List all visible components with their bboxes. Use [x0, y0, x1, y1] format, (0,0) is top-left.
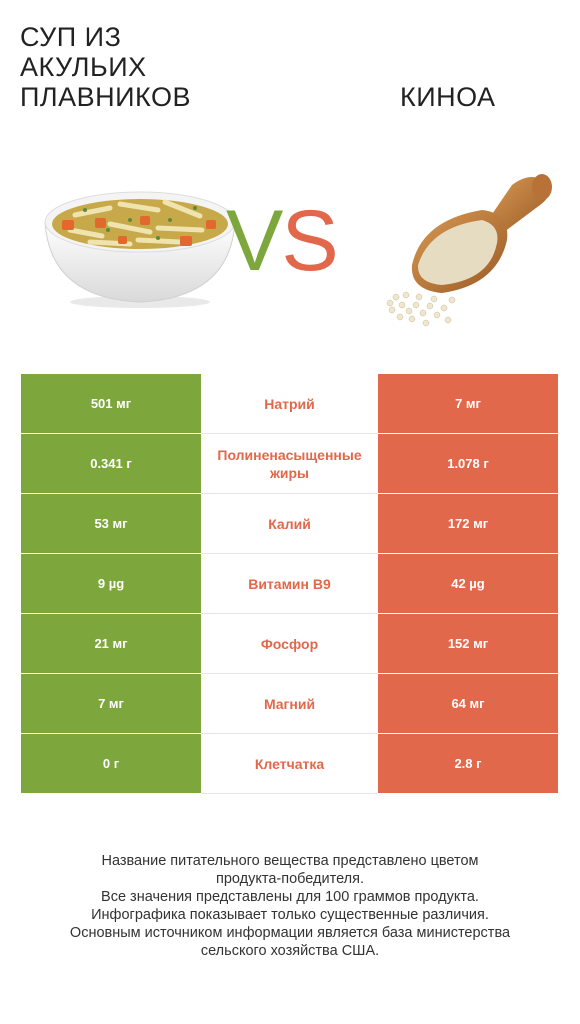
nutrient-name: Фосфор — [201, 614, 378, 674]
table-row: 21 мг Фосфор 152 мг — [21, 614, 558, 674]
footer-line: Основным источником информации является … — [69, 925, 511, 941]
footer-line: сельского хозяйства США. — [200, 943, 380, 959]
footer-line: Все значения представлены для 100 граммо… — [101, 889, 479, 905]
nutrient-name: Клетчатка — [201, 734, 378, 794]
left-value: 9 µg — [21, 554, 201, 614]
table-row: 53 мг Калий 172 мг — [21, 494, 558, 554]
left-value: 0.341 г — [21, 434, 201, 494]
left-product-title: СУП ИЗ АКУЛЬИХ ПЛАВНИКОВ — [20, 22, 191, 112]
vs-v-letter: V — [226, 193, 283, 289]
quinoa-scoop-image — [386, 174, 552, 327]
right-value: 42 µg — [378, 554, 558, 614]
table-row: 0 г Клетчатка 2.8 г — [21, 734, 558, 794]
nutrient-name: Витамин B9 — [201, 554, 378, 614]
right-value: 1.078 г — [378, 434, 558, 494]
nutrient-name: Натрий — [201, 374, 378, 434]
soup-bowl-image — [44, 191, 236, 308]
footer-notes: Название питательного вещества представл… — [20, 852, 560, 960]
footer-line: Инфографика показывает только существенн… — [91, 907, 489, 923]
footer-line: Название питательного вещества представл… — [101, 853, 479, 869]
left-value: 7 мг — [21, 674, 201, 734]
left-value: 501 мг — [21, 374, 201, 434]
left-value: 53 мг — [21, 494, 201, 554]
vs-label: VS — [226, 193, 339, 289]
left-value: 21 мг — [21, 614, 201, 674]
right-value: 7 мг — [378, 374, 558, 434]
nutrient-name: Калий — [201, 494, 378, 554]
nutrient-name: Магний — [201, 674, 378, 734]
right-value: 152 мг — [378, 614, 558, 674]
table-row: 7 мг Магний 64 мг — [21, 674, 558, 734]
right-value: 64 мг — [378, 674, 558, 734]
footer-line: продукта-победителя. — [215, 871, 365, 887]
right-value: 172 мг — [378, 494, 558, 554]
comparison-table: 501 мг Натрий 7 мг 0.341 г Полиненасыщен… — [21, 374, 558, 794]
vs-s-letter: S — [281, 193, 338, 289]
right-value: 2.8 г — [378, 734, 558, 794]
table-row: 501 мг Натрий 7 мг — [21, 374, 558, 434]
left-value: 0 г — [21, 734, 201, 794]
table-row: 0.341 г Полиненасыщенные жиры 1.078 г — [21, 434, 558, 494]
right-product-title: КИНОА — [400, 82, 496, 112]
table-row: 9 µg Витамин B9 42 µg — [21, 554, 558, 614]
nutrient-name: Полиненасыщенные жиры — [201, 434, 378, 494]
